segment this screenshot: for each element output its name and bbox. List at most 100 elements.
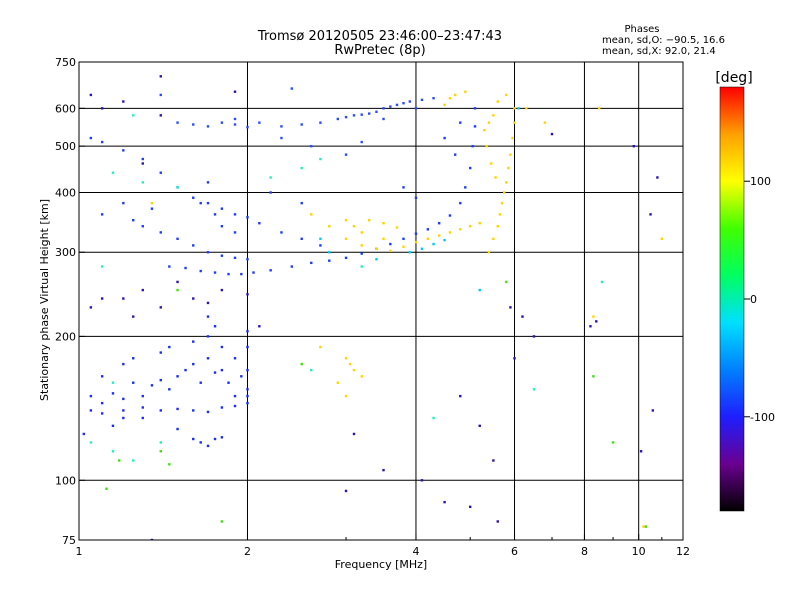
data-point — [505, 280, 508, 284]
data-point — [651, 409, 655, 412]
data-point — [395, 226, 399, 229]
data-point — [206, 335, 210, 338]
data-point — [402, 186, 405, 189]
data-point — [246, 258, 249, 261]
data-point — [246, 345, 249, 349]
data-point — [199, 381, 202, 384]
data-point — [432, 96, 435, 100]
data-point — [368, 219, 371, 222]
data-point — [319, 121, 322, 124]
data-point — [402, 237, 405, 241]
data-point — [213, 271, 217, 274]
data-point — [408, 100, 412, 103]
data-point — [319, 237, 322, 241]
data-point — [89, 93, 93, 97]
y-axis-ticks: 75 100 200 300 400 500 600 750 — [55, 56, 85, 547]
data-point — [89, 394, 93, 398]
data-point — [344, 153, 348, 156]
data-point — [478, 288, 481, 292]
data-point — [192, 437, 195, 441]
x-tick-label: 4 — [412, 545, 419, 558]
data-point — [382, 107, 385, 110]
data-point — [159, 231, 162, 234]
data-point — [233, 394, 237, 398]
data-point — [100, 213, 104, 216]
data-point — [443, 238, 446, 242]
data-point — [100, 297, 104, 300]
data-point — [246, 401, 249, 405]
data-point — [132, 219, 135, 222]
data-point — [420, 479, 424, 482]
data-point — [122, 100, 125, 103]
data-point — [632, 144, 635, 148]
data-point — [280, 231, 283, 234]
data-point — [159, 171, 162, 174]
data-point — [300, 166, 303, 170]
data-point — [513, 107, 516, 110]
data-point — [344, 256, 348, 260]
data-point — [432, 242, 435, 246]
data-point — [233, 231, 237, 234]
data-point — [507, 166, 510, 170]
data-point — [111, 171, 115, 174]
data-point — [233, 117, 237, 121]
data-point — [382, 468, 385, 472]
data-point — [310, 261, 313, 265]
data-point — [360, 231, 363, 234]
data-point — [310, 144, 313, 148]
data-point — [168, 388, 171, 391]
data-point — [344, 394, 348, 398]
data-point — [280, 125, 283, 128]
data-point — [100, 375, 104, 378]
data-point — [469, 225, 472, 228]
data-point — [642, 525, 645, 528]
data-point — [473, 107, 477, 110]
data-point — [448, 214, 452, 217]
data-point — [543, 121, 547, 124]
data-point — [159, 306, 162, 309]
y-tick-label: 75 — [62, 534, 76, 547]
stats-line-x: mean, sd,X: 92.0, 21.4 — [602, 46, 716, 57]
colorbar-tick-label: 100 — [750, 175, 771, 188]
data-point — [532, 335, 536, 338]
y-tick-label: 300 — [55, 246, 76, 259]
data-point — [184, 266, 187, 270]
data-point — [206, 181, 210, 184]
data-point — [328, 225, 331, 228]
data-point — [489, 162, 493, 165]
data-point — [513, 121, 516, 124]
data-point — [300, 362, 303, 366]
data-point — [300, 201, 303, 205]
data-point — [246, 330, 249, 333]
data-point — [233, 213, 237, 216]
data-point — [141, 225, 144, 228]
data-point — [290, 87, 293, 90]
data-point — [220, 121, 224, 124]
data-point — [360, 265, 363, 268]
data-point — [192, 196, 195, 199]
data-point — [483, 128, 486, 132]
data-point — [473, 125, 477, 128]
data-point — [233, 90, 237, 93]
data-point — [132, 357, 135, 360]
data-point — [505, 93, 508, 97]
data-point — [159, 378, 162, 382]
data-point — [426, 237, 430, 241]
data-point — [132, 315, 135, 318]
x-tick-label: 8 — [581, 545, 588, 558]
y-tick-label: 600 — [55, 102, 76, 115]
data-point — [199, 269, 202, 273]
data-point — [150, 207, 154, 210]
data-point — [220, 288, 224, 292]
data-point — [649, 213, 652, 216]
data-point — [464, 186, 467, 189]
data-point — [290, 265, 293, 268]
data-point — [192, 409, 195, 412]
data-point — [122, 297, 125, 300]
data-point — [168, 345, 171, 349]
data-point — [100, 107, 104, 110]
data-point — [375, 110, 378, 114]
data-point — [206, 410, 210, 414]
data-point — [505, 181, 508, 184]
data-point — [352, 432, 356, 436]
